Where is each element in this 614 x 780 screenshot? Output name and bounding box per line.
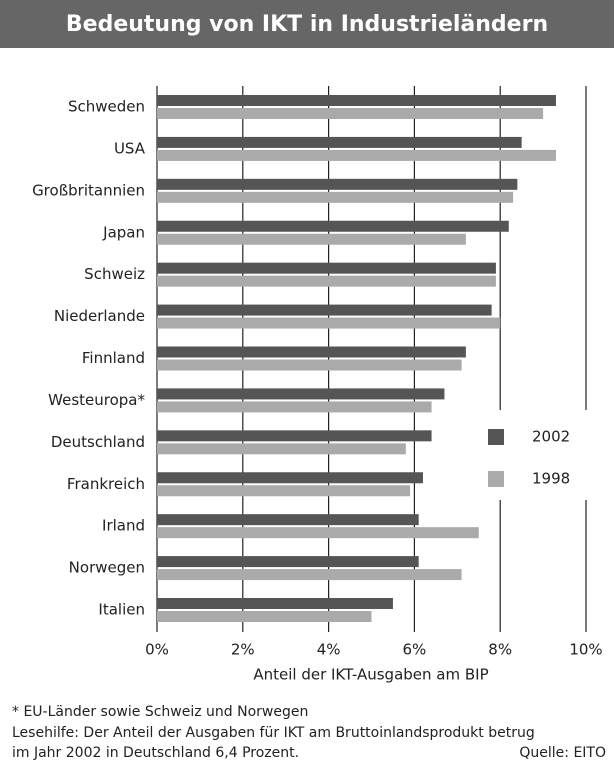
x-tick-label: 0% (145, 641, 169, 659)
legend-swatch (488, 429, 504, 445)
bar (157, 443, 406, 455)
bar (157, 136, 522, 148)
legend-swatch (488, 471, 504, 487)
reading-aid: im Jahr 2002 in Deutschland 6,4 Prozent. (12, 745, 299, 761)
legend-label: 1998 (532, 470, 570, 488)
bar (157, 317, 501, 329)
x-tick-label: 6% (403, 641, 427, 659)
y-tick-label: Westeuropa* (48, 391, 145, 409)
y-tick-label: Irland (102, 517, 145, 535)
bar (157, 262, 496, 274)
bar (157, 149, 556, 161)
bar (157, 359, 462, 371)
bar (157, 220, 509, 232)
title-band (0, 0, 614, 48)
x-tick-label: 8% (488, 641, 512, 659)
x-tick-label: 10% (569, 641, 602, 659)
bar (157, 569, 462, 581)
reading-aid: Lesehilfe: Der Anteil der Ausgaben für I… (12, 725, 535, 741)
y-tick-label: Norwegen (69, 559, 145, 577)
bar (157, 514, 419, 526)
legend-label: 2002 (532, 428, 570, 446)
chart-title: Bedeutung von IKT in Industrieländern (66, 12, 548, 37)
y-tick-label: Großbritannien (32, 181, 145, 199)
y-tick-label: Frankreich (67, 475, 145, 493)
bar (157, 485, 411, 497)
bar (157, 95, 556, 106)
bar (157, 527, 479, 539)
bar (157, 388, 445, 400)
bar (157, 430, 432, 442)
y-tick-label: Niederlande (54, 307, 145, 325)
bar (157, 611, 372, 622)
bar (157, 304, 492, 316)
bar (157, 346, 466, 358)
bar (157, 472, 423, 484)
x-axis-label: Anteil der IKT-Ausgaben am BIP (253, 666, 488, 684)
y-tick-label: USA (114, 139, 146, 157)
bar (157, 275, 496, 287)
y-tick-label: Finnland (82, 349, 145, 367)
bar (157, 598, 393, 609)
y-tick-label: Japan (102, 223, 145, 241)
x-tick-label: 4% (317, 641, 341, 659)
footnote: * EU-Länder sowie Schweiz und Norwegen (12, 704, 308, 720)
bar (157, 556, 419, 568)
bar (157, 108, 544, 119)
y-tick-label: Schweden (68, 98, 145, 116)
bar (157, 233, 466, 245)
source: Quelle: EITO (519, 745, 606, 761)
bar (157, 401, 432, 413)
y-tick-label: Schweiz (84, 265, 145, 283)
bar (157, 178, 518, 190)
y-tick-label: Deutschland (51, 433, 145, 451)
legend-box (461, 410, 601, 500)
x-tick-label: 2% (231, 641, 255, 659)
bar (157, 191, 514, 203)
y-tick-label: Italien (98, 601, 145, 619)
